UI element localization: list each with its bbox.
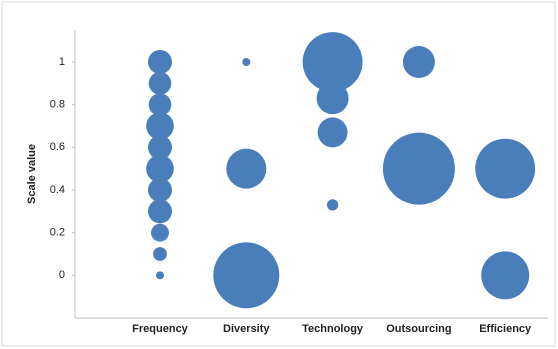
y-tick-label: 0.8	[50, 99, 65, 111]
x-tick-label: Efficiency	[479, 323, 532, 335]
bubble	[151, 223, 169, 242]
y-tick-label: 0.4	[50, 184, 65, 196]
x-tick-label: Technology	[302, 323, 364, 335]
y-tick-label: 0.2	[50, 227, 65, 239]
bubble	[326, 199, 339, 211]
bubble	[317, 117, 348, 148]
y-tick-label: 0.6	[50, 141, 65, 153]
bubble	[213, 242, 280, 309]
bubble	[382, 132, 455, 205]
bubble	[302, 32, 363, 92]
bubble	[148, 199, 172, 224]
bubble	[148, 72, 172, 95]
bubble	[156, 271, 164, 280]
y-tick-label: 1	[59, 56, 65, 68]
bubble	[242, 58, 251, 66]
bubble	[153, 247, 167, 261]
bubble	[481, 251, 530, 300]
bubble	[475, 138, 536, 199]
y-tick-label: 0	[59, 269, 65, 281]
bubble	[148, 93, 172, 116]
y-axis-title: Scale value	[26, 144, 38, 204]
x-tick-label: Outsourcing	[386, 323, 451, 335]
bubble	[226, 148, 267, 189]
x-tick-label: Diversity	[223, 323, 270, 335]
bubble	[146, 154, 174, 183]
bubble	[402, 46, 435, 78]
bubble	[316, 82, 349, 115]
x-tick-label: Frequency	[132, 323, 189, 335]
bubble	[148, 178, 172, 202]
bubble	[148, 135, 172, 160]
bubble	[148, 50, 172, 74]
bubble	[146, 112, 174, 140]
